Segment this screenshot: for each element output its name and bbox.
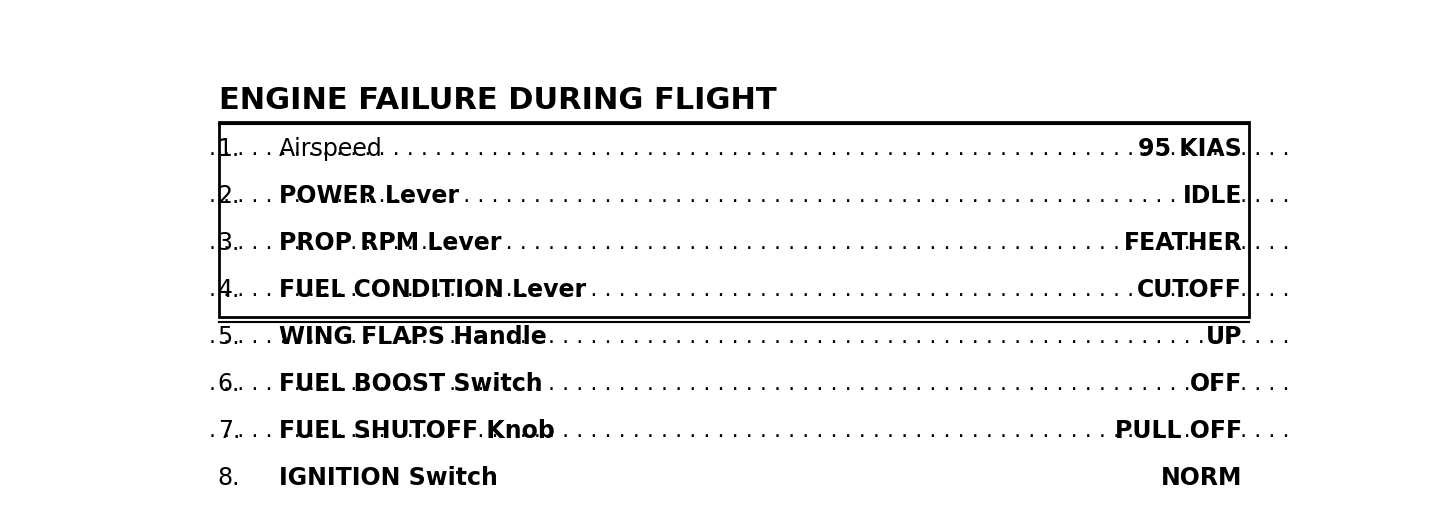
Text: 7.: 7. bbox=[218, 418, 241, 443]
Bar bbox=[219, 122, 1249, 317]
Text: FUEL CONDITION Lever: FUEL CONDITION Lever bbox=[279, 278, 586, 302]
Text: 1.: 1. bbox=[218, 137, 241, 162]
Text: OFF: OFF bbox=[1190, 372, 1242, 396]
Text: FUEL SHUTOFF Knob: FUEL SHUTOFF Knob bbox=[279, 418, 554, 443]
Text: FUEL BOOST Switch: FUEL BOOST Switch bbox=[279, 372, 543, 396]
Text: CUTOFF: CUTOFF bbox=[1137, 278, 1242, 302]
Text: . . . . . . . . . . . . . . . . . . . . . . . . . . . . . . . . . . . . . . . . : . . . . . . . . . . . . . . . . . . . . … bbox=[209, 374, 1303, 394]
Text: . . . . . . . . . . . . . . . . . . . . . . . . . . . . . . . . . . . . . . . . : . . . . . . . . . . . . . . . . . . . . … bbox=[209, 280, 1303, 300]
Text: WING FLAPS Handle: WING FLAPS Handle bbox=[279, 325, 547, 349]
Text: POWER Lever: POWER Lever bbox=[279, 184, 458, 208]
Text: 95 KIAS: 95 KIAS bbox=[1138, 137, 1242, 162]
Text: PROP RPM Lever: PROP RPM Lever bbox=[279, 231, 501, 255]
Text: . . . . . . . . . . . . . . . . . . . . . . . . . . . . . . . . . . . . . . . . : . . . . . . . . . . . . . . . . . . . . … bbox=[209, 139, 1303, 159]
Text: . . . . . . . . . . . . . . . . . . . . . . . . . . . . . . . . . . . . . . . . : . . . . . . . . . . . . . . . . . . . . … bbox=[209, 327, 1303, 347]
Text: IDLE: IDLE bbox=[1183, 184, 1242, 208]
Text: IGNITION Switch: IGNITION Switch bbox=[279, 465, 498, 490]
Text: 6.: 6. bbox=[218, 372, 241, 396]
Text: . . . . . . . . . . . . . . . . . . . . . . . . . . . . . . . . . . . . . . . . : . . . . . . . . . . . . . . . . . . . . … bbox=[209, 467, 1303, 488]
Text: 3.: 3. bbox=[218, 231, 241, 255]
Text: 4.: 4. bbox=[218, 278, 241, 302]
Text: UP: UP bbox=[1206, 325, 1242, 349]
Text: 8.: 8. bbox=[218, 465, 241, 490]
Text: PULL OFF: PULL OFF bbox=[1116, 418, 1242, 443]
Text: ENGINE FAILURE DURING FLIGHT: ENGINE FAILURE DURING FLIGHT bbox=[219, 86, 776, 115]
Text: Airspeed: Airspeed bbox=[279, 137, 382, 162]
Text: . . . . . . . . . . . . . . . . . . . . . . . . . . . . . . . . . . . . . . . . : . . . . . . . . . . . . . . . . . . . . … bbox=[209, 233, 1303, 253]
Text: . . . . . . . . . . . . . . . . . . . . . . . . . . . . . . . . . . . . . . . . : . . . . . . . . . . . . . . . . . . . . … bbox=[209, 186, 1303, 206]
Text: 2.: 2. bbox=[218, 184, 241, 208]
Text: NORM: NORM bbox=[1161, 465, 1242, 490]
Text: 5.: 5. bbox=[218, 325, 241, 349]
Text: FEATHER: FEATHER bbox=[1124, 231, 1242, 255]
Text: . . . . . . . . . . . . . . . . . . . . . . . . . . . . . . . . . . . . . . . . : . . . . . . . . . . . . . . . . . . . . … bbox=[209, 421, 1303, 441]
